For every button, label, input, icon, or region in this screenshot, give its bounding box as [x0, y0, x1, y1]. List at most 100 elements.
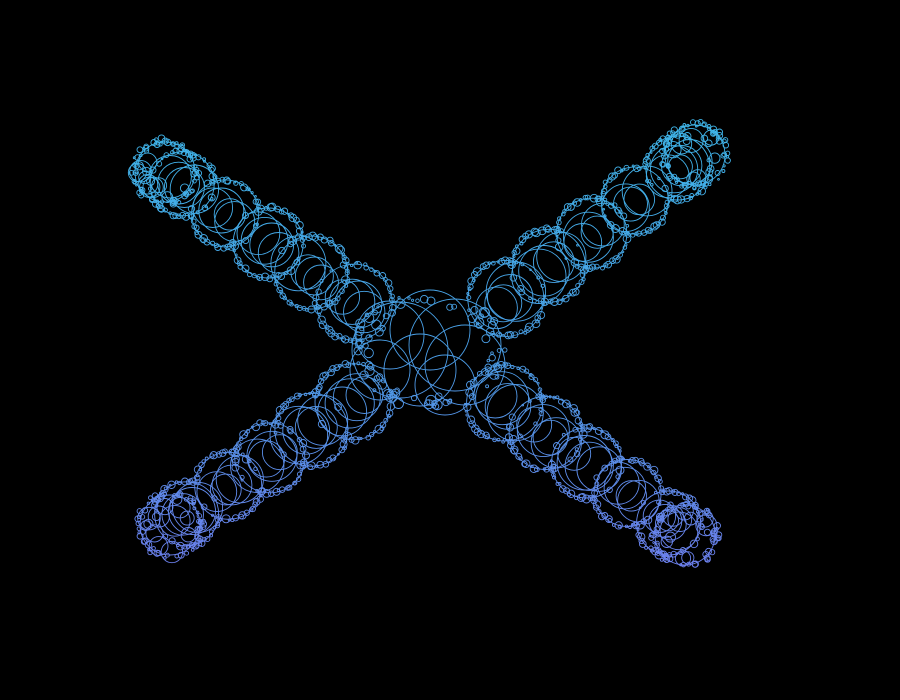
arm-top-right-rim-circle [575, 283, 581, 289]
arm-top-right-rim-circle [660, 214, 666, 221]
arm-top-right-rim-circle [556, 225, 560, 229]
arm-top-right-rim-circle [600, 195, 604, 199]
arm-top-left-rim-circle [163, 152, 170, 158]
arm-top-right-tip-rim-circle [695, 180, 702, 188]
arm-bottom-right-rim-circle [504, 362, 512, 369]
arm-top-right-inner-circle [475, 286, 518, 330]
arm-bottom-right-rim-circle [653, 490, 658, 495]
arm-top-right-rim-circle [557, 216, 562, 221]
arm-top-left-rim-circle [334, 244, 344, 253]
arm-bottom-left-inner-circle [345, 376, 384, 414]
arm-bottom-left-rim-circle [252, 423, 260, 432]
center-edge-circle [390, 388, 401, 398]
arm-bottom-right-rim-circle [682, 493, 689, 501]
arm-bottom-right-tip-rim-circle [687, 501, 691, 504]
arm-bottom-right-rim-circle [658, 488, 666, 496]
arm-bottom-right-rim-circle [628, 525, 632, 530]
arm-bottom-right-rim-circle [647, 465, 651, 469]
arm-bottom-left-tip-rim-circle [194, 533, 200, 539]
arm-bottom-right-tip-circle [665, 531, 676, 543]
arm-bottom-left-rim-circle [222, 448, 228, 454]
center-edge-circle [431, 399, 443, 411]
arm-bottom-left-tip-rim-circle [150, 499, 154, 503]
arm-bottom-left-rim-circle [151, 501, 159, 509]
arm-top-right-rim-circle [507, 260, 516, 269]
arm-top-right-tip-rim-circle [670, 130, 676, 136]
arm-top-right-rim-circle [652, 221, 661, 229]
arm-top-left-tip-rim-circle [135, 184, 138, 187]
arm-top-right-rim-circle [584, 265, 589, 270]
arm-top-right-inner-circle [487, 274, 534, 321]
arm-bottom-left-tip-rim-circle [148, 495, 153, 501]
arm-bottom-left-tip-rim-circle [144, 540, 153, 549]
arm-bottom-right-inner-circle [603, 466, 647, 510]
arm-top-right-rim-circle [637, 166, 642, 171]
arm-bottom-left-inner-circle [269, 405, 329, 465]
arm-top-left-rim-circle [363, 262, 368, 267]
center-edge-circle [486, 358, 491, 363]
arm-bottom-right-rim-circle [679, 547, 687, 554]
arm-top-right-tip-rim-circle [681, 181, 689, 189]
arm-top-left-rim-circle [233, 256, 242, 265]
arm-bottom-left-rim-circle [180, 477, 189, 486]
center-edge-circle [470, 305, 479, 314]
arm-top-left-rim-circle [336, 245, 345, 255]
arm-top-right-rim-circle [611, 172, 618, 179]
arm-top-right-rim-circle [650, 183, 654, 187]
arm-bottom-right-rim-circle [496, 437, 501, 442]
arm-top-right-rim-circle [624, 232, 631, 238]
arm-top-left-tip-rim-circle [132, 169, 139, 176]
arm-top-right-tip-rim-circle [663, 146, 669, 152]
arm-bottom-left-rim-circle [286, 425, 294, 433]
arm-top-left-rim-circle [199, 234, 208, 243]
arm-top-left-rim-circle [202, 159, 206, 163]
arm-top-left-rim-circle [344, 270, 350, 276]
arm-top-left-rim-circle [317, 312, 321, 316]
arm-top-right-rim-circle [625, 223, 630, 228]
arm-top-left-tip-rim-circle [189, 154, 197, 162]
arm-top-right-tip-rim-circle [706, 126, 712, 131]
arm-top-left-rim-circle [333, 243, 337, 247]
arm-top-right-rim-circle [589, 193, 599, 203]
arm-top-right-rim-circle [550, 297, 559, 306]
arm-top-left-rim-circle [255, 222, 259, 226]
arm-bottom-right-rim-circle [617, 524, 622, 529]
arm-top-right-rim-circle [600, 265, 605, 271]
arm-top-left-rim-circle [195, 210, 200, 215]
arm-top-left-rim-circle [237, 263, 244, 270]
arm-bottom-left-rim-circle [361, 361, 366, 367]
center-edge-circle [364, 312, 375, 323]
arm-bottom-left-rim-circle [214, 516, 222, 524]
arm-top-left-tip-rim-circle [174, 141, 179, 146]
arm-top-right-rim-circle [631, 164, 635, 168]
arm-top-left-rim-circle [320, 236, 328, 244]
arm-bottom-left-inner-circle [324, 378, 375, 429]
arm-top-right-tip-rim-circle [709, 130, 717, 137]
arm-bottom-right-rim-circle [559, 485, 567, 493]
arm-top-left-rim-circle [344, 283, 349, 288]
arm-bottom-right-rim-circle [635, 531, 642, 539]
arm-bottom-right-rim-circle [628, 456, 636, 464]
arm-top-left-rim-circle [307, 305, 316, 314]
arm-bottom-right-rim-circle [636, 528, 640, 532]
arm-top-right-tip-circle [678, 127, 704, 153]
arm-bottom-left-rim-circle [198, 461, 205, 469]
center-edge-circle [372, 309, 378, 316]
arm-top-right-rim-circle [563, 203, 572, 211]
arm-bottom-left-rim-circle [386, 390, 395, 399]
arm-top-right-rim-circle [651, 142, 659, 150]
arm-top-right-tip-rim-circle [715, 137, 723, 145]
arm-top-right-rim-circle [670, 194, 679, 203]
arm-bottom-right-tip-rim-circle [659, 557, 664, 562]
arm-top-right-rim-circle [576, 243, 579, 247]
arm-top-right-inner-circle [581, 202, 625, 247]
arm-bottom-right-rim-circle [523, 368, 530, 374]
arm-bottom-left-tip-rim-circle [155, 549, 162, 557]
arm-top-right-rim-circle [635, 230, 642, 237]
arm-top-right-tip-rim-circle [712, 130, 717, 134]
center-edge-circle [364, 312, 370, 318]
arm-top-left-tip-circle [139, 176, 161, 199]
arm-bottom-left-rim-circle [299, 463, 307, 470]
arm-top-right-tip-rim-circle [722, 141, 730, 149]
arm-bottom-left-rim-circle [212, 525, 217, 530]
